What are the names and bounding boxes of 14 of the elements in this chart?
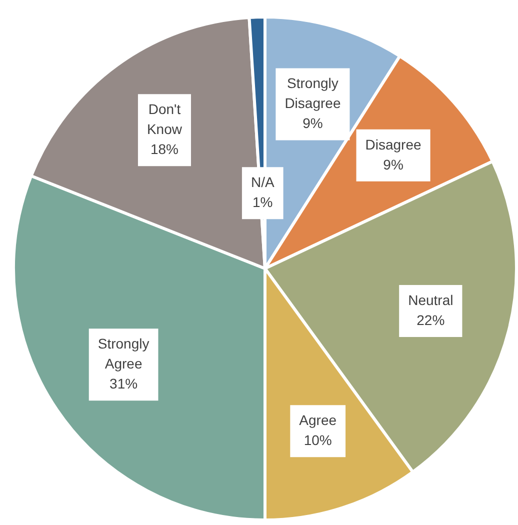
slice-label: Neutral (408, 292, 454, 308)
data-label: 18% (150, 141, 178, 157)
data-label: 9% (383, 156, 404, 172)
data-label: 22% (416, 312, 445, 328)
slice-label: Strongly Agree (98, 335, 150, 372)
slice-label: N/A (250, 174, 275, 190)
slice-label: Agree (299, 412, 337, 428)
data-label: 9% (302, 115, 323, 132)
slice-label: Strongly Disagree (284, 75, 341, 112)
data-label: 10% (304, 432, 332, 448)
slice-label: Don't Know (146, 101, 183, 137)
data-label: 1% (252, 194, 273, 210)
slice-label: Disagree (365, 136, 422, 152)
data-label: 31% (110, 375, 138, 392)
